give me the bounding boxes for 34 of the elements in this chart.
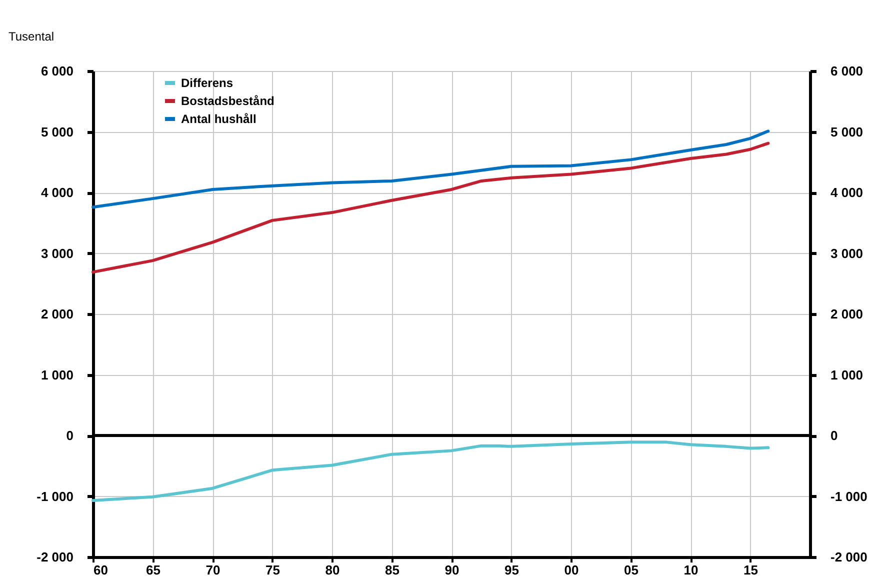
y-tick-label: -1 000 xyxy=(36,488,74,504)
y-tick-label: 3 000 xyxy=(40,246,74,261)
y-tick-label: 5 000 xyxy=(40,124,74,140)
legend-label: Antal hushåll xyxy=(181,112,256,126)
x-tick-label: 80 xyxy=(325,562,340,578)
y2-tick-label: -2 000 xyxy=(830,550,868,564)
y2-tick-label: 1 000 xyxy=(830,367,864,382)
x-tick-label: 95 xyxy=(504,562,519,578)
x-tick-label: 15 xyxy=(744,562,758,578)
y-tick-label: 2 000 xyxy=(40,306,74,322)
y-tick-label: -2 000 xyxy=(36,550,74,564)
y-tick-label: 4 000 xyxy=(40,185,74,200)
x-tick-label: 70 xyxy=(206,562,220,578)
x-tick-label: 65 xyxy=(146,562,160,578)
y2-tick-label: 2 000 xyxy=(830,306,864,322)
x-tick-label: 00 xyxy=(564,562,579,578)
legend-label: Bostadsbestånd xyxy=(181,94,274,108)
y-tick-label: 6 000 xyxy=(40,64,74,78)
y2-tick-label: 4 000 xyxy=(830,185,864,200)
y2-tick-label: 0 xyxy=(830,428,838,443)
x-tick-label: 85 xyxy=(385,562,400,578)
y2-tick-label: 3 000 xyxy=(830,246,864,261)
legend-label: Differens xyxy=(181,76,234,90)
x-tick-label: 05 xyxy=(624,562,638,578)
x-tick-label: 10 xyxy=(684,562,698,578)
y-tick-label: 0 xyxy=(66,428,74,443)
y2-tick-label: -1 000 xyxy=(830,488,868,504)
y2-tick-label: 6 000 xyxy=(830,64,864,78)
x-tick-label: 90 xyxy=(444,562,460,578)
y-tick-label: 1 000 xyxy=(40,367,74,382)
x-tick-label: 75 xyxy=(266,562,280,578)
x-tick-label: 60 xyxy=(94,562,108,578)
y-axis-title: Tusental xyxy=(8,30,54,44)
y2-tick-label: 5 000 xyxy=(830,124,864,140)
